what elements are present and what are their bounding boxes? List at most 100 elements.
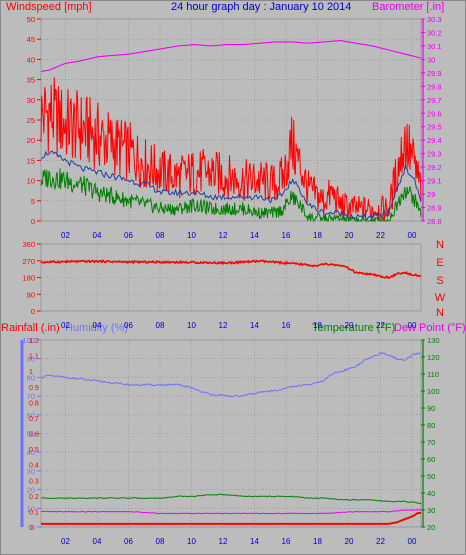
rain-tick-label: 0.4: [29, 463, 39, 470]
wind-direction-series: [40, 259, 422, 279]
y-tick-label: 270: [22, 257, 35, 266]
y2-tick-label: 29.4: [427, 136, 442, 145]
graph-title: 24 hour graph day : January 10 2014: [171, 1, 351, 13]
humidity-series: [40, 351, 422, 398]
rainfall-axis-label: Rainfall (.in): [1, 322, 60, 334]
x-tick-label: 16: [282, 321, 291, 330]
temperature-series: [40, 493, 421, 504]
rain-tick-label: 0.9: [29, 385, 39, 392]
windspeed-series: [40, 77, 422, 222]
x-tick-label: 06: [124, 321, 133, 330]
y2-tick-label: 29.2: [427, 163, 442, 172]
x-tick-label: 00: [408, 321, 417, 330]
x-tick-label: 00: [408, 537, 417, 546]
y-tick-label: 20: [27, 136, 35, 145]
x-tick-label: 12: [219, 231, 228, 240]
y-tick-label: 5: [31, 197, 35, 206]
y2-tick-label: 70: [427, 438, 435, 447]
y-tick-label: 50: [27, 430, 35, 439]
x-tick-label: 18: [313, 231, 322, 240]
y2-tick-label: 30.3: [427, 15, 442, 24]
windspeed-axis-label: Windspeed [mph]: [6, 1, 92, 13]
x-tick-label: 08: [156, 537, 165, 546]
rain-tick-label: 1.1: [29, 354, 39, 361]
y2-tick-label: 29.1: [427, 177, 442, 186]
y-tick-label: 25: [27, 116, 35, 125]
y2-tick-label: 120: [427, 353, 440, 362]
x-tick-label: 14: [250, 537, 259, 546]
y-tick-label: 40: [27, 55, 35, 64]
y-tick-label: 15: [27, 156, 35, 165]
barometer-axis-label: Barometer [.in]: [372, 1, 444, 13]
y-tick-label: 30: [27, 467, 35, 476]
y-tick-label: 30: [27, 96, 35, 105]
rain-tick-label: 0.6: [29, 432, 39, 439]
y2-tick-label: 29.8: [427, 82, 442, 91]
dewpoint-axis-label: Dew Point (°F): [394, 322, 466, 334]
y2-tick-label: 40: [427, 489, 435, 498]
x-tick-label: 06: [124, 537, 133, 546]
y-tick-label: 70: [27, 392, 35, 401]
y2-tick-label: 28.9: [427, 204, 442, 213]
rain-tick-label: 1.2: [29, 338, 39, 345]
x-tick-label: 02: [61, 231, 70, 240]
x-tick-label: 18: [313, 537, 322, 546]
humidity-axis-label: Humidity (%): [65, 322, 128, 334]
y2-tick-label: 29.7: [427, 96, 442, 105]
x-tick-label: 20: [345, 231, 354, 240]
y-tick-label: 180: [22, 274, 35, 283]
wind-average-series: [40, 150, 422, 221]
rain-tick-label: 0.2: [29, 494, 39, 501]
x-tick-label: 10: [187, 537, 196, 546]
x-tick-label: 14: [250, 321, 259, 330]
y-tick-label: 80: [27, 373, 35, 382]
rain-tick-label: 0: [29, 525, 33, 532]
rain-tick-label: 1: [29, 369, 33, 376]
y-tick-label: 0: [31, 307, 35, 316]
y-tick-label: 35: [27, 76, 35, 85]
y2-tick-label: 90: [427, 404, 435, 413]
x-tick-label: 22: [376, 231, 385, 240]
y-tick-label: 60: [27, 411, 35, 420]
barometer-series: [40, 40, 422, 73]
x-tick-label: 10: [187, 321, 196, 330]
x-tick-label: 22: [376, 537, 385, 546]
y-tick-label: 0: [31, 523, 35, 532]
x-tick-label: 12: [219, 537, 228, 546]
rainfall-series: [41, 512, 421, 525]
rain-tick-label: 0.7: [29, 416, 39, 423]
y2-tick-label: 20: [427, 523, 435, 532]
x-tick-label: 20: [345, 321, 354, 330]
y2-tick-label: 30: [427, 506, 435, 515]
y2-tick-label: 29.9: [427, 69, 442, 78]
rain-tick-label: 0.8: [29, 400, 39, 407]
rain-tick-label: 0.5: [29, 447, 39, 454]
y2-tick-label: 60: [427, 455, 435, 464]
x-tick-label: 08: [156, 231, 165, 240]
y2-tick-label: 110: [427, 370, 439, 379]
x-tick-label: 04: [93, 537, 102, 546]
y2-tick-label: 29.3: [427, 150, 442, 159]
x-tick-label: 06: [124, 231, 133, 240]
x-tick-label: 02: [61, 537, 70, 546]
x-tick-label: 18: [313, 321, 322, 330]
x-tick-label: 14: [250, 231, 259, 240]
y-tick-label: 100: [22, 336, 35, 345]
y2-tick-label: 30.2: [427, 28, 442, 37]
x-tick-label: 08: [156, 321, 165, 330]
direction-compass-label: W: [435, 292, 446, 304]
x-tick-label: 02: [61, 321, 70, 330]
rain-tick-label: 0.1: [29, 509, 39, 516]
x-tick-label: 20: [345, 537, 354, 546]
y-tick-label: 20: [27, 486, 35, 495]
y-tick-label: 0: [31, 217, 35, 226]
direction-compass-label: E: [436, 257, 443, 269]
temperature-axis-label: Temperature (°F): [312, 322, 395, 334]
direction-compass-label: S: [436, 275, 443, 287]
x-tick-label: 16: [282, 231, 291, 240]
x-tick-label: 04: [93, 231, 102, 240]
x-tick-label: 04: [93, 321, 102, 330]
